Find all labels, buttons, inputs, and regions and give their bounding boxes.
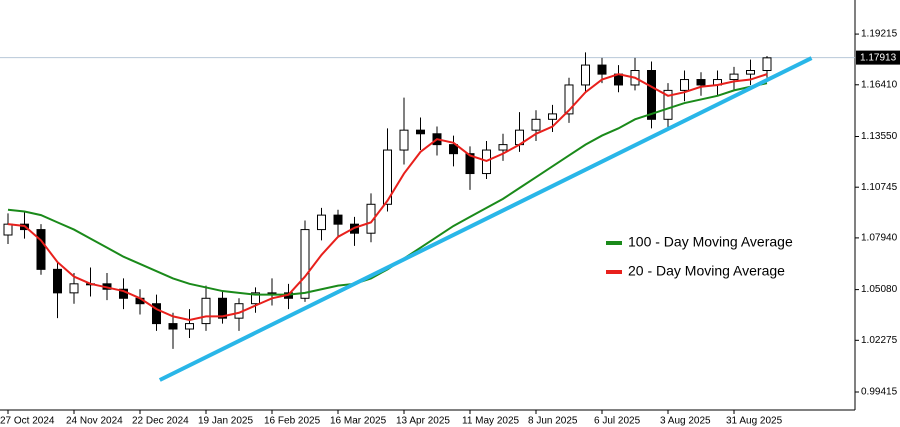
candle-body: [201, 297, 211, 325]
candle-body: [647, 70, 656, 120]
y-tick-label: 1.16410: [861, 79, 898, 90]
candle-body: [762, 57, 772, 72]
y-tick-label: 1.10745: [861, 182, 898, 193]
trendline: [158, 56, 813, 382]
candle-body: [498, 144, 508, 151]
y-tick-label: 0.99415: [861, 387, 898, 398]
y-tick-label: 1.02275: [861, 335, 898, 346]
candle-body: [36, 229, 46, 270]
moving-average-line: [7, 73, 768, 321]
candle-body: [548, 113, 557, 120]
y-tick-label: 1.07940: [861, 233, 898, 244]
candle-body: [465, 153, 475, 175]
candle-body: [564, 84, 574, 115]
candle-body: [3, 223, 13, 236]
candle-body: [696, 79, 706, 86]
current-price-label: 1.17913: [860, 52, 897, 63]
candle-body: [729, 73, 739, 81]
x-tick-label: 19 Jan 2025: [198, 416, 253, 427]
candle-body: [53, 268, 62, 294]
x-tick-label: 22 Dec 2024: [132, 416, 189, 427]
candle-body: [680, 79, 689, 91]
legend-label: 20 - Day Moving Average: [628, 263, 785, 279]
candle-body: [416, 129, 425, 135]
x-tick-label: 8 Jun 2025: [528, 416, 578, 427]
candle-body: [399, 129, 409, 151]
candle-body: [663, 89, 673, 120]
y-tick-label: 1.05080: [861, 284, 898, 295]
candle-body: [531, 118, 541, 131]
candle-body: [251, 292, 260, 305]
x-tick-label: 11 May 2025: [462, 416, 520, 427]
candle-body: [317, 214, 326, 231]
candle-body: [746, 70, 755, 75]
x-tick-label: 6 Jul 2025: [594, 416, 641, 427]
candle-body: [69, 283, 79, 294]
candle-body: [300, 229, 310, 299]
current-price-box: [856, 50, 900, 65]
x-tick-label: 24 Nov 2024: [66, 416, 123, 427]
x-tick-label: 3 Aug 2025: [660, 416, 711, 427]
x-tick-label: 31 Aug 2025: [726, 416, 783, 427]
legend-label: 100 - Day Moving Average: [628, 234, 793, 250]
y-tick-label: 1.19215: [861, 29, 898, 40]
candle-body: [152, 303, 161, 325]
candle-body: [581, 64, 590, 86]
candle-body: [185, 323, 194, 330]
candle-body: [168, 323, 178, 330]
candle-body: [218, 297, 227, 319]
x-tick-label: 16 Feb 2025: [264, 416, 321, 427]
y-tick-label: 1.13550: [861, 131, 898, 142]
candle-body: [333, 214, 343, 225]
x-tick-label: 16 Mar 2025: [330, 416, 387, 427]
candle-body: [449, 144, 458, 155]
candle-body: [597, 64, 607, 75]
x-tick-label: 27 Oct 2024: [0, 416, 55, 427]
candle-body: [383, 149, 392, 205]
x-tick-label: 13 Apr 2025: [396, 416, 450, 427]
